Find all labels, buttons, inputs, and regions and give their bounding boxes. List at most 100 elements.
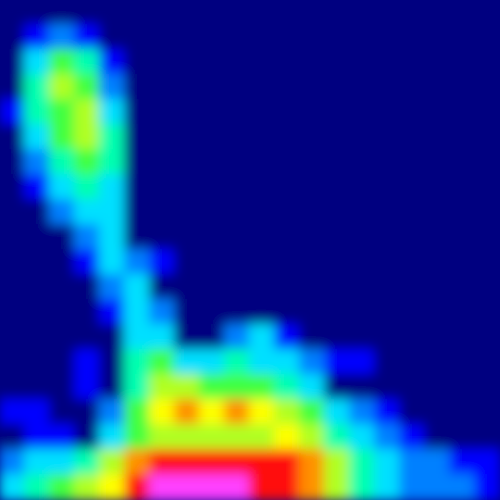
heatmap-cell xyxy=(424,0,451,26)
heatmap-cell xyxy=(249,124,276,151)
heatmap-cell xyxy=(99,199,126,226)
heatmap-cell xyxy=(474,374,500,401)
heatmap-cell xyxy=(324,199,351,226)
heatmap-cell xyxy=(249,349,276,376)
heatmap-cell xyxy=(224,124,251,151)
heatmap-cell xyxy=(24,149,51,176)
heatmap-cell xyxy=(124,249,151,276)
heatmap-cell xyxy=(99,299,126,326)
heatmap-cell xyxy=(424,424,451,451)
heatmap-cell xyxy=(149,324,176,351)
heatmap-cell xyxy=(74,174,101,201)
heatmap-cell xyxy=(99,149,126,176)
heatmap-cell xyxy=(224,174,251,201)
heatmap-cell xyxy=(0,274,26,301)
heatmap-cell xyxy=(99,124,126,151)
heatmap-cell xyxy=(199,249,226,276)
heatmap-cell xyxy=(74,399,101,426)
heatmap-cell xyxy=(49,424,76,451)
heatmap-cell xyxy=(174,99,201,126)
heatmap-cell xyxy=(299,24,326,51)
heatmap-cell xyxy=(324,299,351,326)
heatmap-cell xyxy=(299,124,326,151)
heatmap-cell xyxy=(474,224,500,251)
heatmap-cell xyxy=(474,199,500,226)
heatmap-cell xyxy=(399,474,426,500)
heatmap-cell xyxy=(24,49,51,76)
heatmap-cell xyxy=(374,449,401,476)
heatmap-cell xyxy=(449,99,476,126)
heatmap-cell xyxy=(149,299,176,326)
heatmap-cell xyxy=(449,74,476,101)
heatmap-cell xyxy=(399,124,426,151)
heatmap-cell xyxy=(124,199,151,226)
heatmap-cell xyxy=(74,124,101,151)
heatmap-cell xyxy=(0,249,26,276)
heatmap-cell xyxy=(324,24,351,51)
heatmap-cell xyxy=(124,49,151,76)
heatmap-cell xyxy=(149,74,176,101)
heatmap-cell xyxy=(274,324,301,351)
heatmap-cell xyxy=(174,474,201,500)
heatmap-cell xyxy=(274,449,301,476)
heatmap-cell xyxy=(99,474,126,500)
heatmap-cell xyxy=(49,249,76,276)
heatmap-cell xyxy=(24,374,51,401)
heatmap-cell xyxy=(99,74,126,101)
heatmap-cell xyxy=(449,24,476,51)
heatmap-cell xyxy=(99,449,126,476)
heatmap-cell xyxy=(24,399,51,426)
heatmap-cell xyxy=(49,349,76,376)
heatmap-cell xyxy=(399,24,426,51)
heatmap-cell xyxy=(199,0,226,26)
heatmap-cell xyxy=(124,399,151,426)
heatmap-cell xyxy=(99,99,126,126)
heatmap-cell xyxy=(149,99,176,126)
heatmap-cell xyxy=(199,224,226,251)
heatmap-cell xyxy=(124,374,151,401)
heatmap-cell xyxy=(349,449,376,476)
heatmap-cell xyxy=(424,299,451,326)
heatmap-cell xyxy=(99,374,126,401)
heatmap-cell xyxy=(349,74,376,101)
heatmap-cell xyxy=(49,274,76,301)
heatmap-cell xyxy=(199,424,226,451)
heatmap-cell xyxy=(149,49,176,76)
heatmap-cell xyxy=(149,149,176,176)
heatmap-cell xyxy=(74,49,101,76)
heatmap-cell xyxy=(0,99,26,126)
heatmap-cell xyxy=(349,174,376,201)
heatmap-cell xyxy=(174,424,201,451)
heatmap-cell xyxy=(224,199,251,226)
heatmap-cell xyxy=(0,349,26,376)
heatmap-cell xyxy=(174,24,201,51)
heatmap-cell xyxy=(199,449,226,476)
heatmap-cell xyxy=(124,74,151,101)
heatmap-cell xyxy=(299,324,326,351)
heatmap-cell xyxy=(374,49,401,76)
heatmap-cell xyxy=(74,424,101,451)
heatmap-cell xyxy=(349,99,376,126)
heatmap-cell xyxy=(74,374,101,401)
heatmap-cell xyxy=(74,324,101,351)
heatmap-cell xyxy=(149,24,176,51)
heatmap-cell xyxy=(424,199,451,226)
heatmap-cell xyxy=(449,349,476,376)
heatmap-cell xyxy=(249,74,276,101)
heatmap-cell xyxy=(274,374,301,401)
heatmap-cell xyxy=(0,299,26,326)
heatmap-cell xyxy=(249,374,276,401)
heatmap-cell xyxy=(349,49,376,76)
heatmap-cell xyxy=(24,0,51,26)
heatmap-cell xyxy=(424,449,451,476)
heatmap-cell xyxy=(424,174,451,201)
heatmap-cell xyxy=(124,324,151,351)
heatmap-cell xyxy=(0,174,26,201)
heatmap-cell xyxy=(249,474,276,500)
heatmap-cell xyxy=(449,274,476,301)
heatmap-cell xyxy=(299,199,326,226)
heatmap-cell xyxy=(0,324,26,351)
heatmap-cell xyxy=(0,24,26,51)
heatmap-cell xyxy=(374,274,401,301)
heatmap-cell xyxy=(324,324,351,351)
